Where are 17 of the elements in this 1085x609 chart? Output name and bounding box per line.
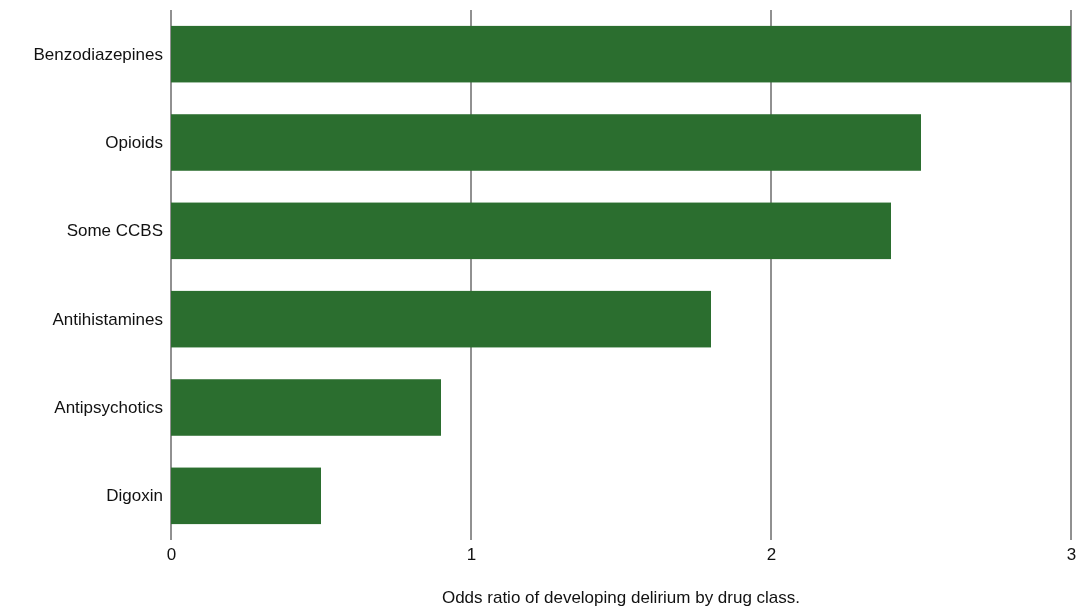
bar xyxy=(171,202,891,260)
y-tick-label: Antihistamines xyxy=(52,309,163,329)
y-tick-label: Digoxin xyxy=(106,486,163,506)
y-tick-label: Antipsychotics xyxy=(54,397,163,417)
bar xyxy=(171,467,321,525)
x-tick-label: 1 xyxy=(466,545,477,565)
bar xyxy=(171,114,921,171)
y-tick-label: Benzodiazepines xyxy=(33,44,163,64)
bar xyxy=(171,25,1071,83)
y-tick-label: Opioids xyxy=(105,132,163,152)
bar xyxy=(171,290,711,348)
x-tick-label: 3 xyxy=(1066,545,1077,565)
x-tick-label: 2 xyxy=(766,545,777,565)
bar xyxy=(171,379,441,436)
y-tick-label: Some CCBS xyxy=(66,221,163,241)
x-tick-label: 0 xyxy=(166,545,177,565)
x-axis-title: Odds ratio of developing delirium by drug class. xyxy=(441,588,801,607)
